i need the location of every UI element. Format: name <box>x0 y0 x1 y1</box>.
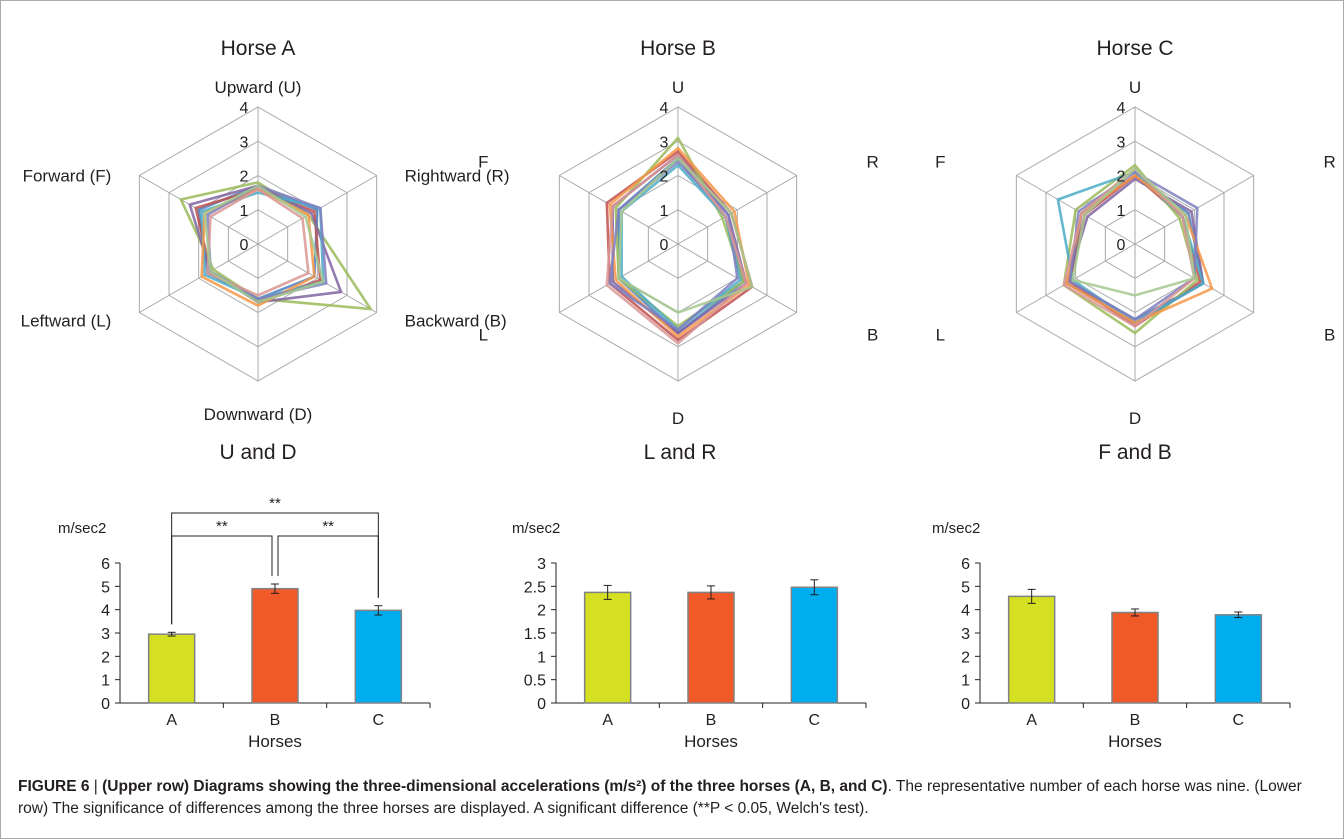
significance-label: ** <box>216 518 228 535</box>
bar-A <box>149 634 195 703</box>
radar-axis-label: L <box>479 326 488 345</box>
y-tick-label: 1 <box>101 673 110 690</box>
figure-caption: FIGURE 6 | (Upper row) Diagrams showing … <box>18 776 1328 820</box>
y-tick-label: 2 <box>101 649 110 666</box>
y-tick-label: 0.5 <box>524 673 546 690</box>
bar-title: L and R <box>644 441 717 464</box>
x-tick-label: A <box>166 712 177 729</box>
radar-tick-label: 4 <box>240 100 249 117</box>
y-tick-label: 0 <box>961 696 970 713</box>
x-axis-label: Horses <box>1108 732 1162 751</box>
y-tick-label: 2 <box>961 649 970 666</box>
y-axis-unit-label: m/sec2 <box>932 520 980 537</box>
x-tick-label: C <box>1233 712 1245 729</box>
y-tick-label: 3 <box>961 626 970 643</box>
figure-canvas: Horse A 0 1 2 3 4 Upward (U) Rightward (R) Backw… <box>0 0 1344 770</box>
radar-axis-label: Forward (F) <box>23 167 112 186</box>
x-tick-label: C <box>373 712 385 729</box>
radar-tick-label: 3 <box>1117 134 1126 151</box>
y-tick-label: 6 <box>961 556 970 573</box>
y-axis-unit-label: m/sec2 <box>58 520 106 537</box>
radar-tick-label: 4 <box>1117 100 1126 117</box>
radar-axis-label: B <box>1324 326 1335 345</box>
bar-chart-1: U and D m/sec2 0 1 2 3 4 5 6 A B C Horses ** ** ** <box>58 441 430 751</box>
radar-axis-label: Leftward (L) <box>21 312 112 331</box>
radar-axis-label: D <box>672 409 684 428</box>
radar-tick-label: 0 <box>1117 237 1126 254</box>
radar-axis-label: L <box>936 326 945 345</box>
radar-axis-label: U <box>672 78 684 97</box>
y-tick-label: 4 <box>101 603 110 620</box>
bar-C <box>355 610 401 703</box>
radar-title: Horse C <box>1096 37 1173 60</box>
y-tick-label: 5 <box>101 579 110 596</box>
y-tick-label: 5 <box>961 579 970 596</box>
y-tick-label: 2 <box>537 603 546 620</box>
radar-tick-label: 1 <box>660 203 669 220</box>
x-tick-label: C <box>809 712 821 729</box>
radar-tick-label: 3 <box>660 134 669 151</box>
radar-tick-label: 2 <box>660 169 669 186</box>
bar-chart-2: L and R m/sec2 0 0.5 1 1.5 2 2.5 3 A B C Horses <box>512 441 866 751</box>
radar-axis-label: Rightward (R) <box>405 167 510 186</box>
caption-separator: | <box>89 778 102 795</box>
radar-tick-label: 0 <box>660 237 669 254</box>
y-axis-unit-label: m/sec2 <box>512 520 560 537</box>
y-tick-label: 1 <box>537 649 546 666</box>
radar-axis-label: Backward (B) <box>405 312 507 331</box>
y-tick-label: 1.5 <box>524 626 546 643</box>
significance-label: ** <box>269 495 281 512</box>
y-tick-label: 3 <box>101 626 110 643</box>
caption-label: FIGURE 6 <box>18 778 89 795</box>
radar-chart-1: Horse A 0 1 2 3 4 Upward (U) Rightward (R) Backw… <box>21 37 510 424</box>
bar-C <box>1215 615 1261 703</box>
significance-label: ** <box>322 518 334 535</box>
bar-B <box>688 592 734 703</box>
x-tick-label: A <box>602 712 613 729</box>
radar-axis-label: Upward (U) <box>215 78 302 97</box>
radar-title: Horse A <box>221 37 296 60</box>
x-axis-label: Horses <box>684 732 738 751</box>
bar-title: U and D <box>219 441 296 464</box>
radar-axis-label: Downward (D) <box>204 405 313 424</box>
y-tick-label: 2.5 <box>524 579 546 596</box>
radar-axis-label: U <box>1129 78 1141 97</box>
y-tick-label: 0 <box>537 696 546 713</box>
bar-B <box>252 589 298 703</box>
radar-title: Horse B <box>640 37 716 60</box>
x-tick-label: B <box>706 712 717 729</box>
y-tick-label: 1 <box>961 673 970 690</box>
radar-chart-2: Horse B 0 1 2 3 4U R B D L F <box>478 37 879 428</box>
radar-tick-label: 3 <box>240 134 249 151</box>
x-tick-label: B <box>1130 712 1141 729</box>
radar-axis-label: R <box>1324 153 1336 172</box>
radar-axis-label: F <box>478 153 488 172</box>
radar-tick-label: 4 <box>660 100 669 117</box>
x-axis-label: Horses <box>248 732 302 751</box>
bar-chart-3: F and B m/sec2 0 1 2 3 4 5 6 A B C Horses <box>932 441 1290 751</box>
bar-A <box>1009 596 1055 703</box>
bar-B <box>1112 612 1158 703</box>
y-tick-label: 3 <box>537 556 546 573</box>
radar-axis-label: R <box>867 153 879 172</box>
bar-C <box>791 587 837 703</box>
radar-axis-label: D <box>1129 409 1141 428</box>
y-tick-label: 4 <box>961 603 970 620</box>
x-tick-label: B <box>270 712 281 729</box>
radar-tick-label: 0 <box>240 237 249 254</box>
radar-tick-label: 2 <box>1117 169 1126 186</box>
radar-axis-label: B <box>867 326 878 345</box>
caption-bold-text: (Upper row) Diagrams showing the three-d… <box>102 778 887 795</box>
radar-tick-label: 2 <box>240 169 249 186</box>
y-tick-label: 0 <box>101 696 110 713</box>
radar-tick-label: 1 <box>240 203 249 220</box>
bar-title: F and B <box>1098 441 1172 464</box>
radar-tick-label: 1 <box>1117 203 1126 220</box>
radar-chart-3: Horse C 0 1 2 3 4U R B D L F <box>935 37 1336 428</box>
x-tick-label: A <box>1026 712 1037 729</box>
y-tick-label: 6 <box>101 556 110 573</box>
radar-axis-label: F <box>935 153 945 172</box>
radar-series-8 <box>607 155 746 343</box>
bar-A <box>585 592 631 703</box>
